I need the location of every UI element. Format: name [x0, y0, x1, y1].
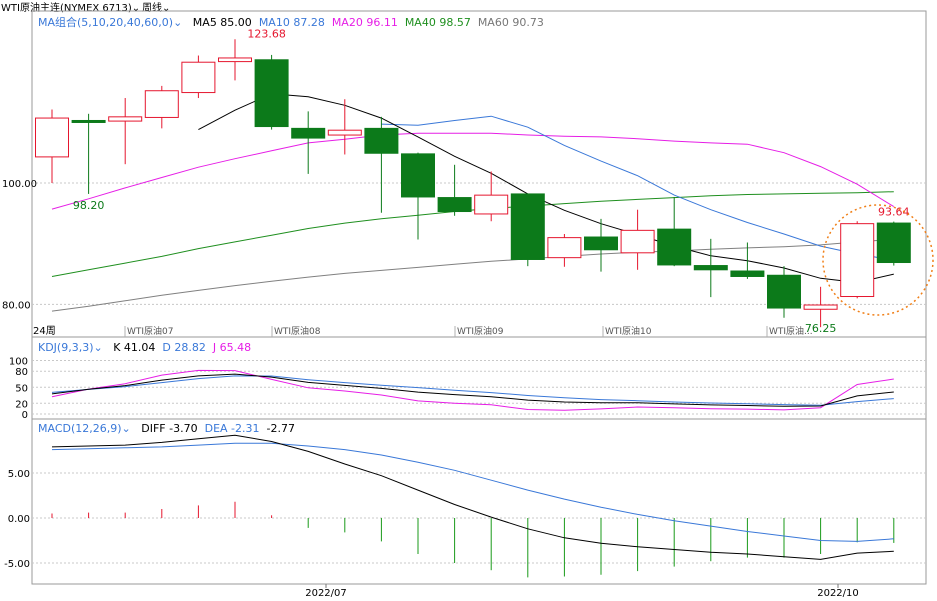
- kdj-j-line: [51, 369, 894, 411]
- ma-value: MA5 85.00: [192, 16, 252, 29]
- ma-group-selector[interactable]: MA组合(5,10,20,40,60,0)⌄: [38, 16, 182, 29]
- x-axis-label: 2022/10: [817, 588, 859, 599]
- candle-down: [767, 274, 801, 309]
- kdj-d-line: [51, 375, 894, 406]
- kdj-axis-tick-label: 50: [15, 383, 28, 394]
- kdj-value: D 28.82: [162, 341, 206, 354]
- kdj-axis-tick-label: 80: [15, 367, 28, 378]
- candle-down: [401, 153, 435, 198]
- macd-axis-tick-label: 5.00: [8, 469, 30, 480]
- ma-group-label: MA组合(5,10,20,40,60,0): [38, 16, 174, 29]
- candle-down: [730, 270, 765, 277]
- kdj-k-line: [51, 373, 894, 407]
- period-tag: 24周: [33, 325, 56, 337]
- ma60-line: [51, 238, 894, 312]
- kdj-axis-tick-label: 20: [15, 399, 28, 410]
- instrument-selector[interactable]: WTI原油主连(NYMEX 6713)⌄: [1, 0, 140, 14]
- macd-value-list: DIFF -3.70 DEA -2.31 -2.77: [134, 422, 295, 435]
- ma5-line: [198, 93, 894, 284]
- candle-up: [474, 194, 509, 215]
- kdj-axis-tick-label: 100: [9, 357, 28, 368]
- candle-down: [437, 197, 472, 213]
- candle-up: [620, 229, 655, 254]
- ma-value: MA20 96.11: [331, 16, 398, 29]
- contract-label: WTI原油07: [127, 325, 174, 337]
- kdj-value: K 41.04: [113, 341, 156, 354]
- kdj-legend: KDJ(9,3,3)⌄ K 41.04 D 28.82 J 65.48: [38, 341, 251, 354]
- candle-up: [181, 61, 216, 94]
- candle-down: [584, 236, 618, 251]
- kdj-axis-tick-label: 0: [22, 410, 28, 421]
- macd-diff-line: [51, 434, 894, 560]
- chevron-down-icon: ⌄: [173, 16, 183, 29]
- candle-up: [35, 117, 69, 158]
- ma20-line: [51, 132, 895, 210]
- contract-label: WTI原油10: [605, 325, 652, 337]
- price-axis-tick-label: 80.00: [2, 300, 31, 311]
- candle-down: [693, 265, 728, 271]
- candle-up: [218, 57, 252, 63]
- period-selector[interactable]: 周线⌄: [142, 0, 170, 14]
- contract-label: WTI原油...: [769, 325, 813, 337]
- candle-up: [144, 90, 179, 118]
- kdj-value-list: K 41.04 D 28.82 J 65.48: [106, 341, 251, 354]
- contract-label: WTI原油09: [457, 325, 504, 337]
- last-high-label: 93.64: [878, 206, 910, 219]
- macd-legend: MACD(12,26,9)⌄ DIFF -3.70 DEA -2.31 -2.77: [38, 422, 295, 435]
- candle-down: [657, 228, 692, 266]
- candle-down: [71, 119, 106, 123]
- candle-down: [291, 127, 326, 139]
- macd-dea-line: [51, 442, 894, 542]
- candle-up: [108, 116, 143, 122]
- kdj-value: J 65.48: [212, 341, 252, 354]
- chevron-down-icon: ⌄: [162, 3, 171, 14]
- candle-down: [254, 59, 289, 128]
- kdj-label: KDJ(9,3,3): [38, 341, 94, 354]
- macd-value: -2.77: [266, 422, 295, 435]
- ma-value: MA60 90.73: [477, 16, 544, 29]
- x-axis-label: 2022/07: [305, 588, 347, 599]
- candle-up: [547, 237, 582, 259]
- ma-value: MA10 87.28: [258, 16, 325, 29]
- price-axis-tick-label: 100.00: [2, 179, 37, 190]
- macd-value: DEA -2.31: [204, 422, 260, 435]
- macd-axis-tick-label: 0.00: [8, 514, 30, 525]
- contract-label: WTI原油08: [274, 325, 321, 337]
- candle-down: [510, 193, 545, 260]
- chevron-down-icon: ⌄: [121, 422, 131, 435]
- candle-up: [840, 223, 875, 298]
- instrument-toolbar: WTI原油主连(NYMEX 6713)⌄ 周线⌄: [0, 0, 937, 14]
- candle-up: [327, 129, 362, 136]
- macd-label: MACD(12,26,9): [38, 422, 122, 435]
- instrument-name: WTI原油主连(NYMEX 6713): [1, 3, 132, 14]
- macd-panel-frame: [31, 418, 927, 585]
- candle-down: [876, 222, 911, 264]
- ma40-line: [51, 191, 894, 277]
- macd-selector[interactable]: MACD(12,26,9)⌄: [38, 422, 131, 435]
- macd-axis-tick-label: -5.00: [4, 559, 30, 570]
- candle-up: [803, 304, 838, 310]
- chevron-down-icon: ⌄: [93, 341, 103, 354]
- period-name: 周线: [142, 3, 162, 14]
- highlight-circle: [822, 204, 934, 316]
- candle-down: [364, 127, 399, 154]
- min-price-label: 76.25: [805, 322, 837, 335]
- macd-value: DIFF -3.70: [141, 422, 198, 435]
- chevron-down-icon: ⌄: [131, 3, 141, 14]
- kdj-selector[interactable]: KDJ(9,3,3)⌄: [38, 341, 103, 354]
- max-price-label: 123.68: [247, 27, 286, 40]
- low-price-label: 98.20: [73, 199, 105, 212]
- ma-value: MA40 98.57: [404, 16, 471, 29]
- ma-value-list: MA5 85.00 MA10 87.28 MA20 96.11 MA40 98.57 M…: [186, 16, 544, 29]
- ma-legend: MA组合(5,10,20,40,60,0)⌄ MA5 85.00 MA10 87.…: [38, 14, 544, 30]
- ma10-line: [381, 115, 894, 261]
